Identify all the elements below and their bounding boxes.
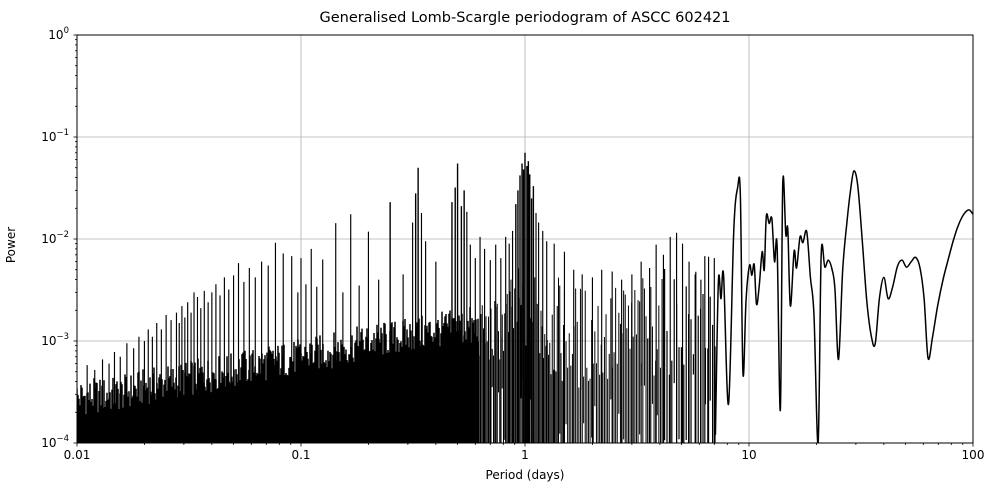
smooth-periodogram-curve <box>714 170 973 443</box>
dense-periodogram-strokes <box>478 267 564 443</box>
dense-periodogram-strokes <box>563 278 665 443</box>
y-tick-label: 10−1 <box>41 128 69 144</box>
alias-peak-spikes <box>86 211 715 443</box>
x-tick-label: 1 <box>521 448 529 462</box>
y-tick-labels: 100 10−1 10−2 10−3 10−4 <box>41 26 69 450</box>
y-tick-label: 10−4 <box>41 434 69 450</box>
x-tick-label: 0.01 <box>64 448 91 462</box>
x-tick-label: 0.1 <box>291 448 310 462</box>
y-tick-label: 10−3 <box>41 332 69 348</box>
y-tick-label: 100 <box>48 26 69 42</box>
y-tick-label: 10−2 <box>41 230 69 246</box>
gls-power-series <box>77 152 973 443</box>
major-peak-spikes <box>389 152 535 443</box>
chart-title: Generalised Lomb-Scargle periodogram of … <box>319 10 731 26</box>
x-tick-label: 10 <box>741 448 756 462</box>
x-tick-labels: 0.01 0.1 1 10 100 <box>64 448 985 462</box>
tick-marks <box>73 34 974 447</box>
y-axis-label: Power <box>4 226 18 264</box>
x-tick-label: 100 <box>962 448 985 462</box>
dense-periodogram-strokes <box>664 268 716 443</box>
x-axis-label: Period (days) <box>485 468 565 482</box>
